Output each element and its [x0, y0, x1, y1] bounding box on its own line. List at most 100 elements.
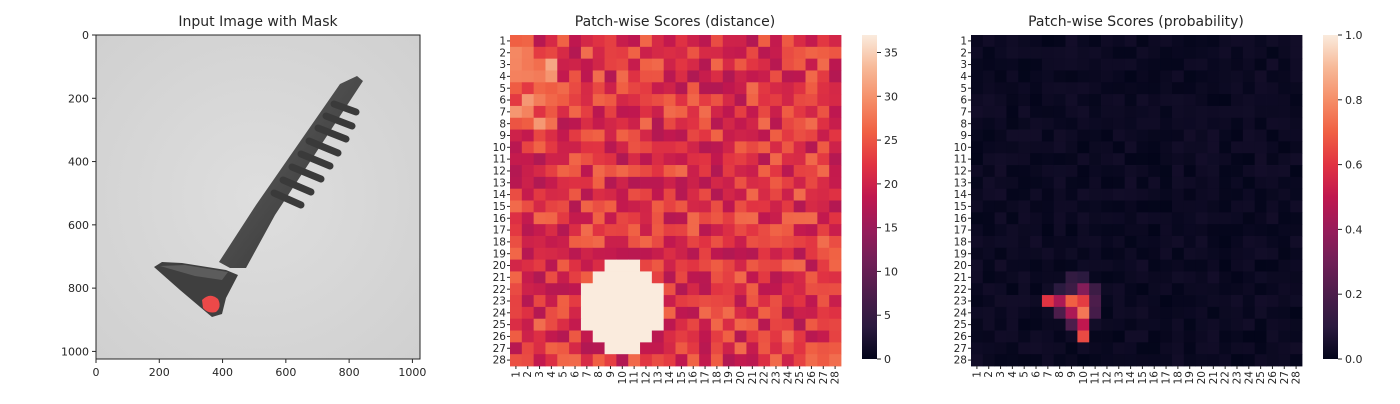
col-tick-label: 17 — [1161, 371, 1173, 384]
heatmap-cell — [817, 58, 830, 71]
heatmap-cell — [1207, 330, 1220, 343]
heatmap-cell — [592, 200, 605, 213]
heatmap-cell — [1242, 295, 1256, 308]
heatmap-cell — [1242, 235, 1256, 249]
heatmap-cell — [994, 117, 1007, 130]
heatmap-cell — [1053, 58, 1066, 71]
heatmap-cell — [1006, 212, 1019, 225]
screw-threads — [270, 100, 360, 209]
heatmap-cell — [1266, 141, 1279, 154]
heatmap-cell — [1112, 35, 1126, 48]
heatmap-cell — [1219, 318, 1232, 331]
heatmap-cell — [746, 82, 759, 95]
row-tick-label: 26 — [493, 331, 507, 343]
heatmap-cell — [1041, 188, 1055, 201]
heatmap-cell — [675, 247, 688, 261]
heatmap-cell — [971, 271, 984, 284]
heatmap-cell — [1041, 271, 1055, 284]
heatmap-cell — [640, 82, 653, 95]
row-tick-label: 10 — [954, 142, 967, 154]
heatmap-cell — [592, 82, 605, 95]
heatmap-cell — [1183, 165, 1197, 178]
heatmap-cell — [994, 153, 1007, 166]
heatmap-cell — [781, 82, 795, 95]
heatmap-cell — [1254, 165, 1267, 178]
heatmap-cell — [510, 129, 523, 142]
heatmap-cell — [793, 295, 806, 308]
heatmap-cell — [1018, 46, 1031, 60]
heatmap-cell — [521, 176, 535, 190]
heatmap-cell — [1112, 117, 1126, 130]
heatmap-cell — [1053, 200, 1066, 213]
heatmap-cell — [1207, 235, 1220, 249]
heatmap-cell — [651, 129, 665, 142]
heatmap-cell — [1231, 271, 1244, 284]
row-tick-label: 16 — [954, 213, 968, 225]
heatmap-cell — [982, 153, 996, 166]
heatmap-cell — [1171, 295, 1185, 308]
row-tick-label: 5 — [960, 83, 967, 95]
heatmap-cell — [1101, 70, 1114, 83]
heatmap-cell — [628, 342, 641, 355]
heatmap-cell — [521, 295, 535, 308]
heatmap-cell — [770, 306, 783, 320]
heatmap-cell — [1018, 247, 1031, 261]
col-tick-label: 10 — [1078, 371, 1090, 384]
heatmap-cell — [994, 306, 1007, 320]
heatmap-cell — [793, 141, 806, 154]
heatmap-cell — [817, 105, 830, 119]
heatmap-cell — [781, 235, 795, 249]
heatmap-cell — [510, 295, 523, 308]
heatmap-cell — [651, 117, 665, 130]
heatmap-cell — [628, 259, 641, 272]
heatmap-cell — [817, 318, 830, 331]
heatmap-cell — [734, 200, 747, 213]
heatmap-cell — [651, 82, 665, 95]
heatmap-cell — [1018, 330, 1031, 343]
heatmap-cell — [640, 247, 653, 261]
heatmap-cell — [1148, 354, 1161, 367]
heatmap-cell — [1254, 105, 1267, 119]
heatmap-cell — [982, 247, 996, 261]
heatmap-cell — [1195, 247, 1208, 261]
heatmap-cell — [1124, 141, 1137, 154]
heatmap-cell — [580, 342, 594, 355]
heatmap-cell — [1207, 247, 1220, 261]
heatmap-cell — [1266, 283, 1279, 296]
heatmap-cell — [994, 94, 1007, 107]
heatmap-cell — [1065, 188, 1078, 201]
heatmap-cell — [1018, 82, 1031, 95]
heatmap-cell — [1065, 354, 1078, 367]
heatmap-cell — [1053, 247, 1066, 261]
heatmap-cell — [1242, 58, 1256, 71]
heatmap-cell — [1207, 70, 1220, 83]
heatmap-cell — [1254, 129, 1267, 142]
heatmap-cell — [640, 306, 653, 320]
heatmap-cell — [1219, 224, 1232, 237]
heatmap-cell — [1041, 235, 1055, 249]
heatmap-cell — [829, 165, 842, 178]
probability-colorbar — [1323, 35, 1338, 359]
heatmap-cell — [994, 224, 1007, 237]
heatmap-cell — [533, 129, 546, 142]
col-tick-label: 26 — [1267, 371, 1279, 385]
heatmap-cell — [1160, 200, 1173, 213]
heatmap-cell — [1089, 82, 1102, 95]
heatmap-cell — [1006, 58, 1019, 71]
heatmap-cell — [1041, 354, 1055, 367]
heatmap-cell — [1242, 153, 1256, 166]
heatmap-cell — [1171, 306, 1185, 320]
heatmap-cell — [793, 165, 806, 178]
heatmap-cell — [1219, 58, 1232, 71]
heatmap-cell — [1077, 271, 1090, 284]
heatmap-cell — [710, 117, 724, 130]
row-tick-label: 17 — [954, 225, 967, 237]
heatmap-cell — [982, 318, 996, 331]
heatmap-cell — [1231, 318, 1244, 331]
heatmap-cell — [1266, 271, 1279, 284]
heatmap-cell — [1006, 82, 1019, 95]
heatmap-cell — [781, 330, 795, 343]
heatmap-cell — [734, 117, 747, 130]
heatmap-cell — [1136, 94, 1149, 107]
heatmap-cell — [793, 94, 806, 107]
